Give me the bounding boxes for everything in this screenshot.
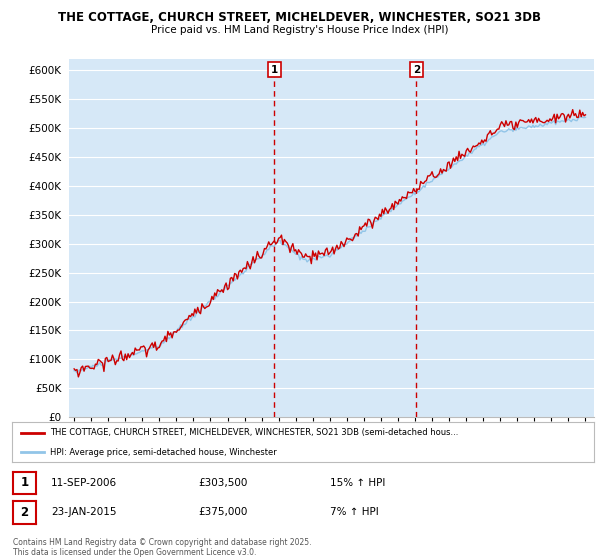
Text: 1: 1: [271, 65, 278, 75]
Text: 7% ↑ HPI: 7% ↑ HPI: [330, 507, 379, 517]
Text: 1: 1: [20, 476, 29, 489]
Text: £375,000: £375,000: [198, 507, 247, 517]
Text: £303,500: £303,500: [198, 478, 247, 488]
Text: Price paid vs. HM Land Registry's House Price Index (HPI): Price paid vs. HM Land Registry's House …: [151, 25, 449, 35]
Text: HPI: Average price, semi-detached house, Winchester: HPI: Average price, semi-detached house,…: [50, 448, 277, 457]
Text: THE COTTAGE, CHURCH STREET, MICHELDEVER, WINCHESTER, SO21 3DB (semi-detached hou: THE COTTAGE, CHURCH STREET, MICHELDEVER,…: [50, 428, 458, 437]
Text: 15% ↑ HPI: 15% ↑ HPI: [330, 478, 385, 488]
Text: 2: 2: [413, 65, 420, 75]
Text: Contains HM Land Registry data © Crown copyright and database right 2025.
This d: Contains HM Land Registry data © Crown c…: [13, 538, 312, 557]
Text: 23-JAN-2015: 23-JAN-2015: [51, 507, 116, 517]
Text: 11-SEP-2006: 11-SEP-2006: [51, 478, 117, 488]
Text: THE COTTAGE, CHURCH STREET, MICHELDEVER, WINCHESTER, SO21 3DB: THE COTTAGE, CHURCH STREET, MICHELDEVER,…: [59, 11, 542, 24]
Text: 2: 2: [20, 506, 29, 519]
